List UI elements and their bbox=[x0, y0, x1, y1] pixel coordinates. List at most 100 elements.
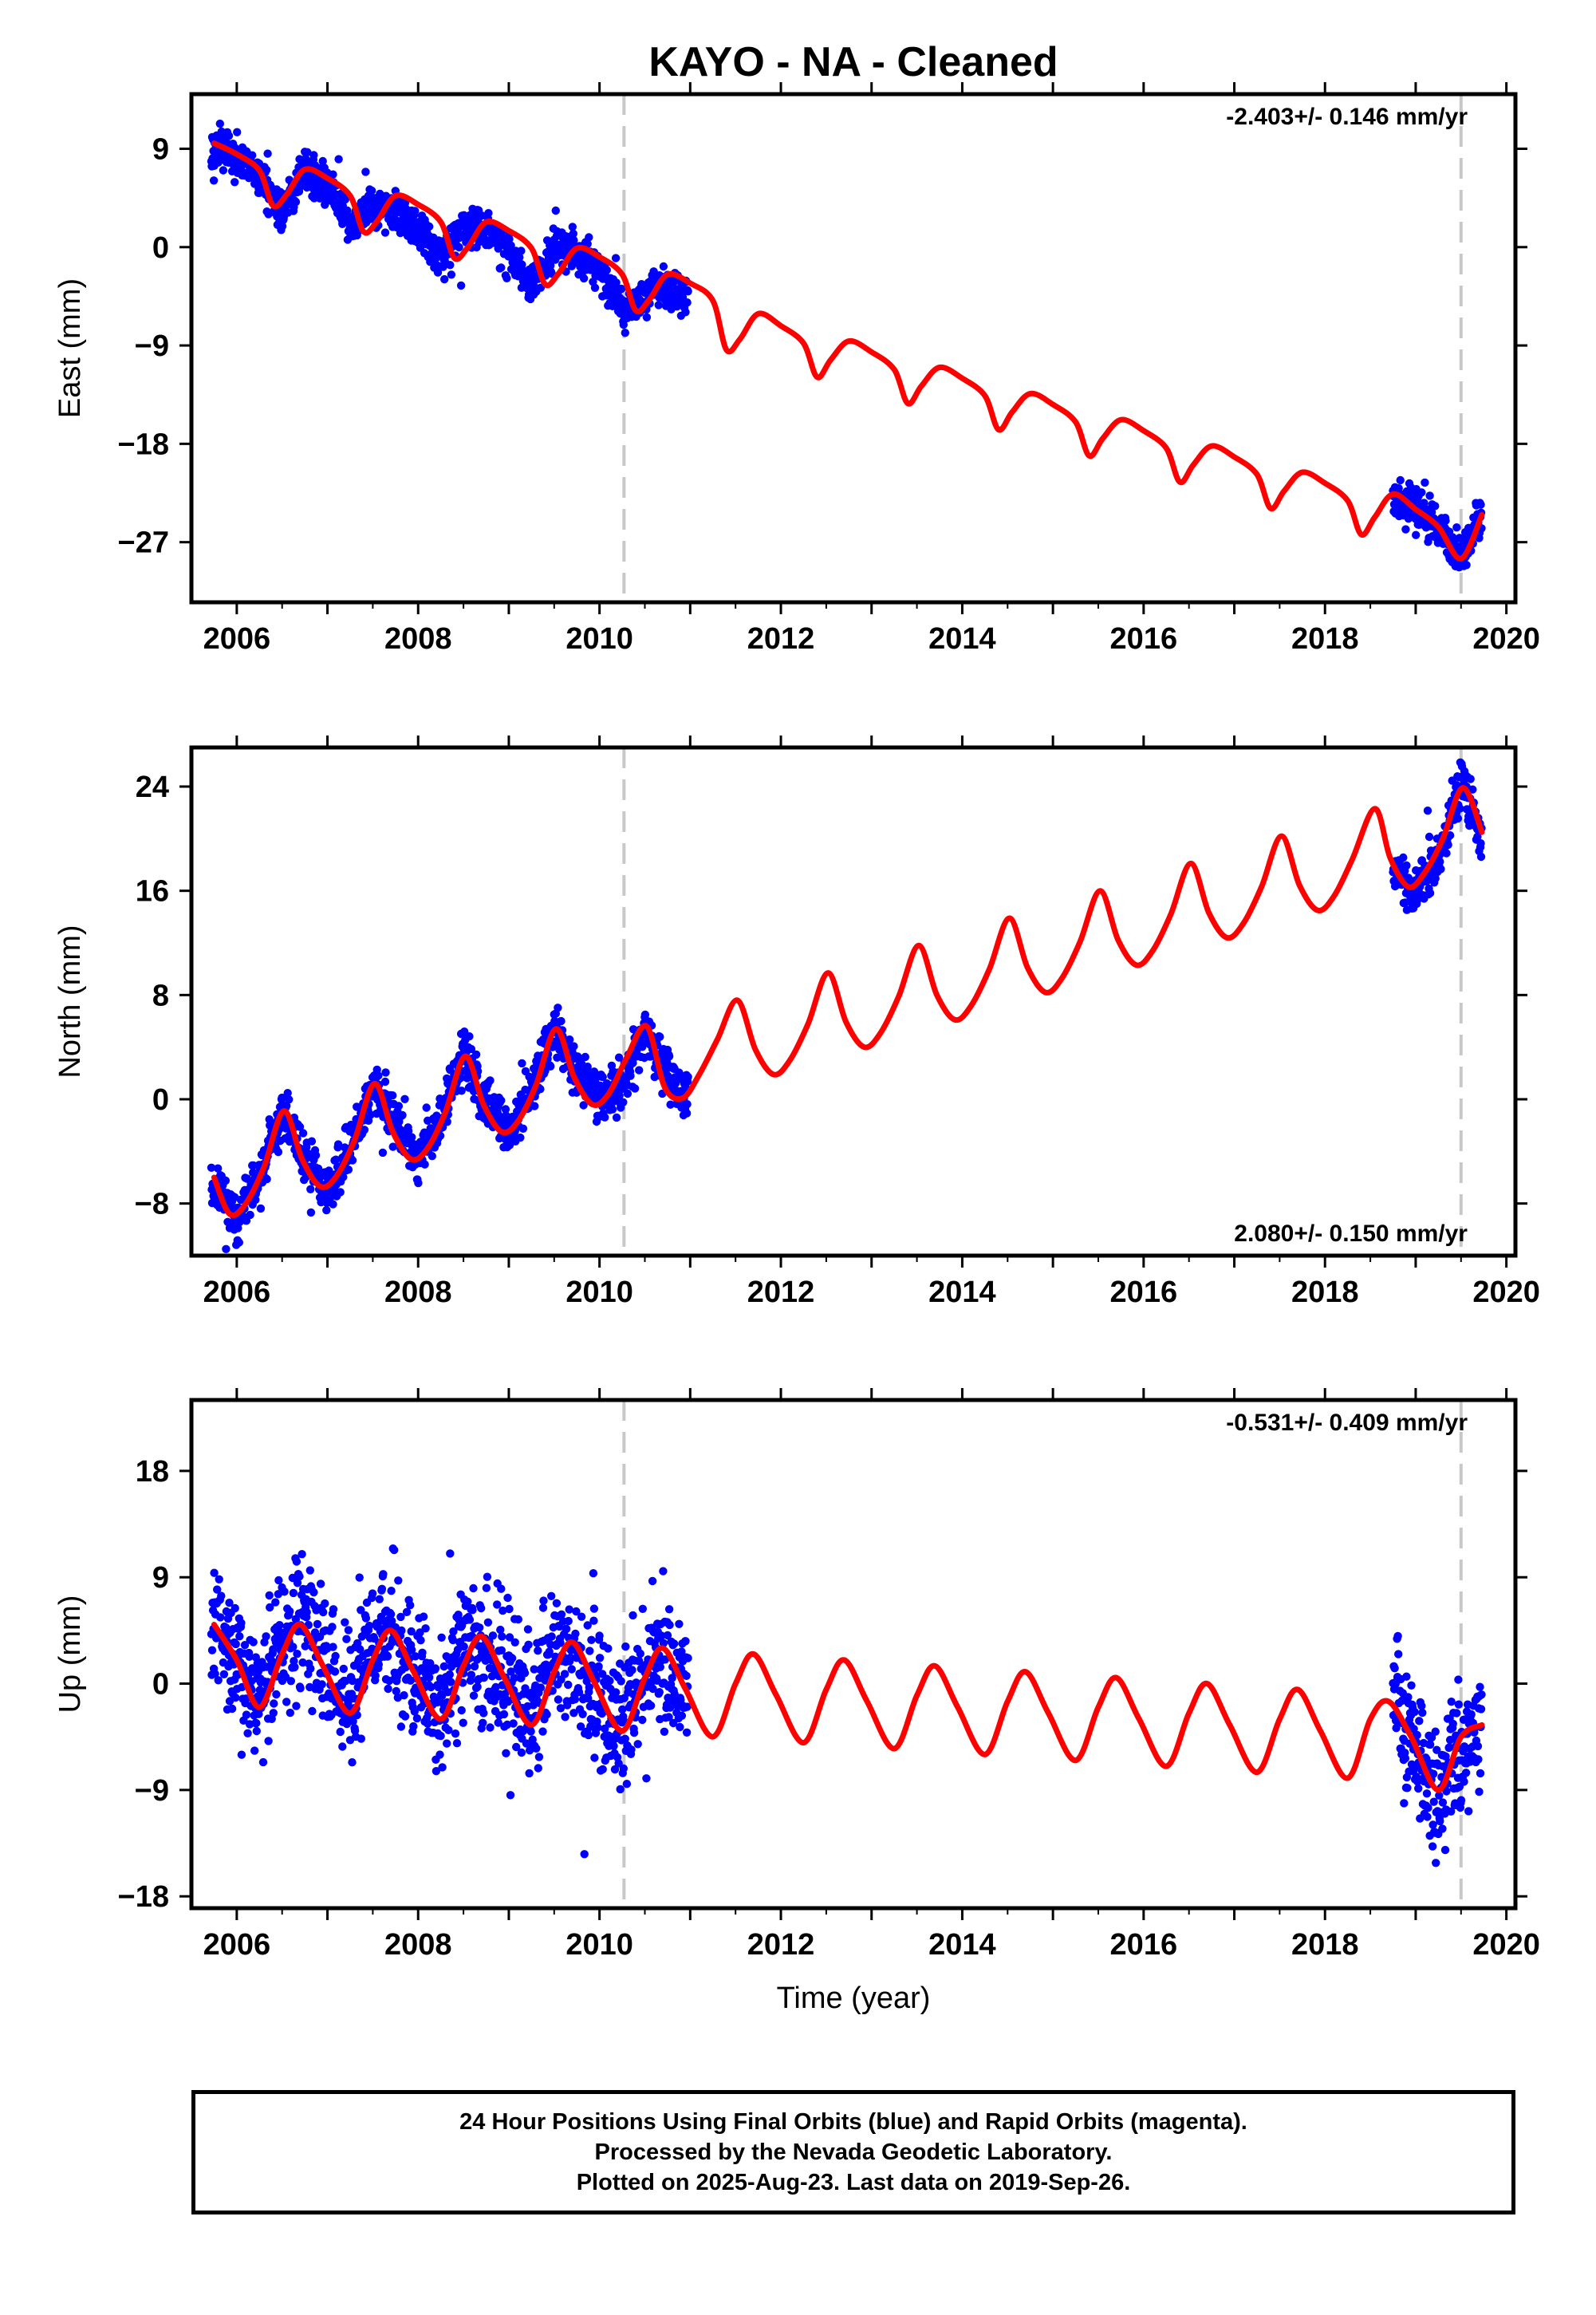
observation-dot bbox=[234, 1238, 243, 1247]
observation-dot bbox=[672, 1079, 680, 1087]
x-tick-label: 2020 bbox=[1472, 1928, 1540, 1962]
observation-dot bbox=[629, 1611, 637, 1620]
observation-dot bbox=[227, 1704, 237, 1714]
observation-dot bbox=[1441, 516, 1450, 525]
observation-dot bbox=[216, 1613, 225, 1622]
observation-dot bbox=[298, 1550, 306, 1559]
observation-dot bbox=[368, 1589, 377, 1598]
observation-dot bbox=[569, 229, 577, 239]
observation-dot bbox=[675, 1619, 684, 1629]
observation-dot bbox=[365, 1621, 374, 1631]
observation-dot bbox=[665, 1620, 674, 1630]
observation-dot bbox=[1464, 1807, 1473, 1816]
observation-dot bbox=[542, 1710, 551, 1719]
footer-line-1: 24 Hour Positions Using Final Orbits (bl… bbox=[459, 2109, 1247, 2135]
observation-dot bbox=[656, 1032, 664, 1041]
observation-dot bbox=[502, 274, 511, 282]
observation-dot bbox=[388, 1091, 397, 1100]
observation-dot bbox=[231, 1639, 240, 1649]
observation-dot bbox=[633, 1740, 642, 1749]
observation-dot bbox=[374, 1071, 383, 1080]
observation-dot bbox=[583, 1621, 592, 1630]
observation-dot bbox=[465, 1615, 475, 1624]
observation-dot bbox=[587, 1635, 596, 1644]
observation-dot bbox=[494, 1718, 502, 1727]
observation-dot bbox=[1476, 1705, 1486, 1714]
observation-dot bbox=[439, 1662, 448, 1671]
observation-dot bbox=[307, 1137, 317, 1146]
observation-dot bbox=[286, 1607, 294, 1616]
observation-dot bbox=[612, 1113, 621, 1122]
observation-dot bbox=[1415, 1717, 1424, 1725]
observation-dot bbox=[348, 1156, 357, 1165]
observation-dot bbox=[479, 1718, 487, 1727]
observation-dot bbox=[666, 1100, 675, 1109]
observation-dot bbox=[262, 165, 271, 175]
observation-dot bbox=[578, 1710, 587, 1718]
observation-dot bbox=[380, 228, 390, 237]
observation-dot bbox=[409, 1721, 418, 1731]
observation-dot bbox=[272, 1690, 281, 1699]
observation-dot bbox=[231, 1693, 240, 1702]
observation-dot bbox=[1401, 1754, 1410, 1763]
observation-dot bbox=[329, 1200, 337, 1209]
observation-dot bbox=[585, 1647, 594, 1655]
observation-dot bbox=[1447, 1698, 1456, 1706]
observation-dot bbox=[512, 1742, 521, 1752]
observation-dot bbox=[505, 1604, 514, 1614]
observation-dot bbox=[589, 1604, 599, 1613]
observation-dot bbox=[564, 1616, 573, 1626]
observation-dot bbox=[684, 1072, 692, 1082]
observation-dot bbox=[593, 1723, 602, 1732]
observation-dot bbox=[1412, 530, 1421, 539]
observation-dot bbox=[459, 1642, 468, 1651]
x-tick-label: 2010 bbox=[565, 1928, 633, 1962]
observation-dot bbox=[309, 151, 318, 160]
observation-dots bbox=[207, 758, 1486, 1254]
observation-dot bbox=[1432, 1859, 1440, 1867]
observation-dot bbox=[331, 1651, 340, 1661]
observation-dot bbox=[619, 1098, 628, 1107]
observation-dot bbox=[278, 1093, 286, 1102]
observation-dot bbox=[381, 1068, 390, 1077]
observation-dot bbox=[1393, 1631, 1402, 1641]
observation-dot bbox=[440, 274, 449, 284]
observation-dot bbox=[271, 1598, 280, 1607]
observation-dot bbox=[498, 1632, 506, 1641]
observation-dot bbox=[471, 1050, 481, 1059]
observation-dot bbox=[221, 1176, 231, 1185]
observation-dot bbox=[330, 1667, 340, 1676]
observation-dot bbox=[479, 1709, 488, 1718]
north-panel: 2006 2008 2010 2012 2014 2016 2018 2020 24 16 8 0 −8… bbox=[53, 736, 1540, 1309]
observation-dot bbox=[459, 1718, 467, 1727]
observation-dot bbox=[497, 263, 506, 272]
observation-dot bbox=[215, 119, 224, 128]
observation-dot bbox=[243, 1729, 252, 1737]
observation-dot bbox=[483, 1618, 493, 1627]
y-tick-label: −9 bbox=[135, 329, 169, 363]
observation-dot bbox=[1453, 814, 1463, 823]
observation-dot bbox=[295, 1122, 305, 1131]
observation-dot bbox=[343, 206, 352, 215]
observation-dot bbox=[313, 1619, 322, 1629]
observation-dot bbox=[252, 1718, 261, 1728]
observation-dot bbox=[286, 1677, 295, 1686]
observation-dot bbox=[605, 1676, 614, 1686]
observation-dot bbox=[556, 1704, 565, 1713]
y-tick-label: 9 bbox=[152, 1561, 169, 1595]
observation-dot bbox=[538, 1727, 547, 1736]
observation-dot bbox=[388, 1616, 396, 1626]
observation-dot bbox=[443, 1739, 451, 1748]
observation-dot bbox=[296, 1684, 305, 1693]
observation-dot bbox=[447, 1678, 455, 1686]
observation-dot bbox=[1394, 1650, 1403, 1658]
y-tick-label: 0 bbox=[152, 1668, 169, 1702]
observation-dot bbox=[1476, 852, 1486, 862]
x-tick-label: 2014 bbox=[928, 622, 996, 656]
observation-dot bbox=[532, 1744, 541, 1753]
observation-dot bbox=[1390, 1664, 1399, 1673]
observation-dot bbox=[289, 1588, 298, 1598]
x-tick-label: 2008 bbox=[384, 1276, 452, 1309]
observation-dot bbox=[386, 1610, 396, 1619]
observation-dot bbox=[566, 1653, 575, 1662]
